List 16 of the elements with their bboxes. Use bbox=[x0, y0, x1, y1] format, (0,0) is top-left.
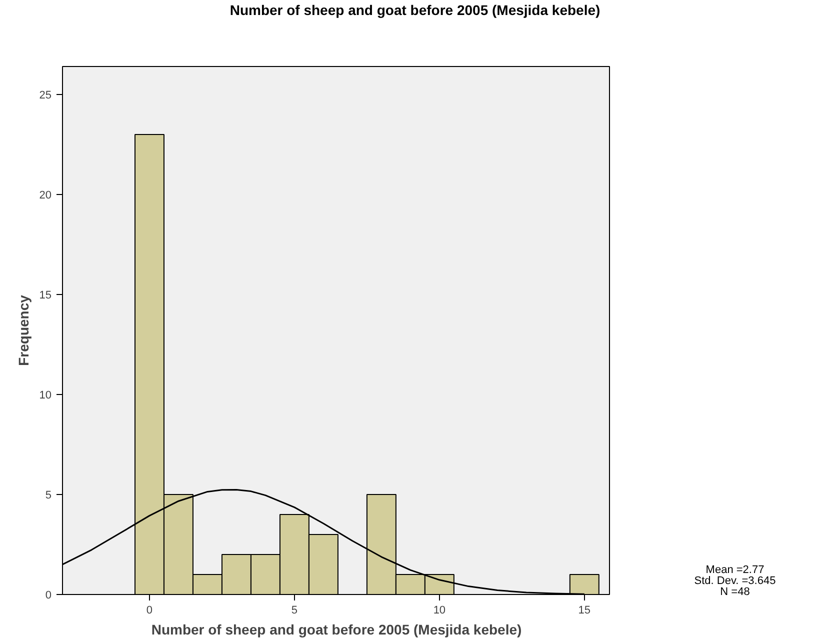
y-tick-label: 15 bbox=[39, 290, 52, 302]
text: Mean =2.77 bbox=[706, 564, 764, 576]
x-tick-label: 0 bbox=[146, 604, 153, 616]
text: Std. Dev. =3.645 bbox=[694, 575, 776, 587]
y-tick-label: 20 bbox=[39, 190, 52, 202]
x-axis-title: Number of sheep and goat before 2005 (Mesjida kebele) bbox=[151, 622, 522, 638]
x-tick-label: 15 bbox=[578, 604, 591, 616]
x-tick-label: 10 bbox=[433, 604, 446, 616]
y-tick-label: 0 bbox=[45, 590, 52, 602]
y-tick-label: 5 bbox=[45, 490, 52, 502]
y-tick-label: 25 bbox=[39, 90, 52, 102]
x-tick-label: 5 bbox=[291, 604, 298, 616]
text: N =48 bbox=[720, 586, 750, 598]
y-tick-label: 10 bbox=[39, 390, 52, 402]
chart-title: Number of sheep and goat before 2005 (Mesjida kebele) bbox=[230, 1, 600, 20]
y-axis-title: Frequency bbox=[15, 294, 32, 366]
